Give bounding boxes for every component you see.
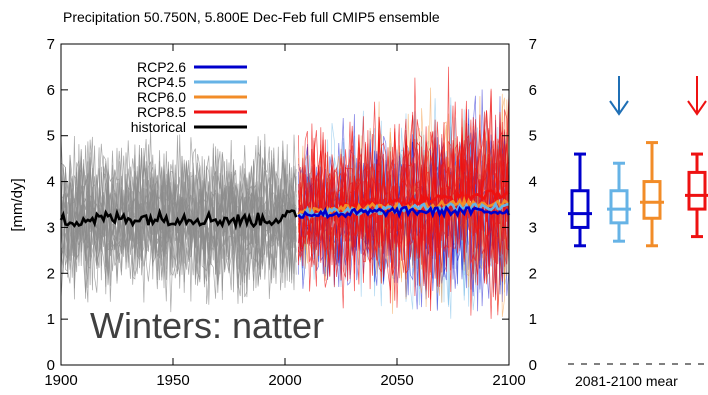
y-tick-label: 7	[47, 36, 55, 53]
y-tick-label-right: 7	[529, 36, 537, 53]
legend-label: historical	[131, 119, 186, 135]
x-tick-label: 2100	[492, 372, 525, 389]
y-tick-label-right: 1	[529, 311, 537, 328]
y-tick-label: 3	[47, 219, 55, 236]
legend-label: RCP4.5	[137, 74, 186, 90]
axis-ticks: 0 0 1 1 2 2 3 3 4 4 5 5 6 6 7 7 1900 1950 2000 2050 2100	[44, 36, 537, 389]
down-arrow-icon	[687, 100, 707, 116]
y-tick-label-right: 6	[529, 82, 537, 99]
historical-series-line	[59, 207, 298, 231]
boxplot-panel: 2081-2100 mear	[568, 76, 708, 389]
boxplot-period-label: 2081-2100 mear	[575, 373, 678, 389]
historical-member-line	[60, 140, 297, 299]
y-tick-label-right: 4	[529, 174, 537, 191]
x-tick-label: 1950	[156, 372, 189, 389]
chart-title: Precipitation 50.750N, 5.800E Dec-Feb fu…	[63, 9, 440, 25]
scenario-member-line	[298, 100, 510, 292]
y-tick-label-right: 0	[529, 357, 537, 374]
series-line-rcp2.6	[297, 204, 511, 220]
x-tick-label: 1900	[44, 372, 77, 389]
legend-label: RCP6.0	[137, 89, 186, 105]
historical-member-line	[60, 135, 297, 286]
y-tick-label: 4	[47, 174, 55, 191]
down-arrow-icon	[609, 100, 629, 116]
series-line-rcp4.5	[297, 201, 510, 221]
y-tick-label-right: 2	[529, 265, 537, 282]
y-tick-label: 2	[47, 265, 55, 282]
y-tick-label: 6	[47, 82, 55, 99]
historical-mean-line	[59, 207, 298, 231]
y-tick-label: 0	[47, 357, 55, 374]
legend-label: RCP2.6	[137, 59, 186, 75]
y-tick-label-right: 5	[529, 128, 537, 145]
x-tick-label: 2000	[268, 372, 301, 389]
boxplot-box	[570, 189, 590, 229]
y-tick-label: 1	[47, 311, 55, 328]
y-tick-label: 5	[47, 128, 55, 145]
x-tick-label: 2050	[380, 372, 413, 389]
annotation-text: Winters: natter	[90, 305, 324, 346]
legend-label: RCP8.5	[137, 104, 186, 120]
y-tick-label-right: 3	[529, 219, 537, 236]
ensemble-spaghetti	[60, 66, 510, 319]
boxplot-box	[687, 170, 707, 211]
scenario-mean-lines	[297, 187, 511, 221]
boxplot-box	[642, 180, 662, 220]
boxplot-box	[609, 189, 629, 225]
y-axis-label: [mm/dy]	[9, 178, 26, 231]
